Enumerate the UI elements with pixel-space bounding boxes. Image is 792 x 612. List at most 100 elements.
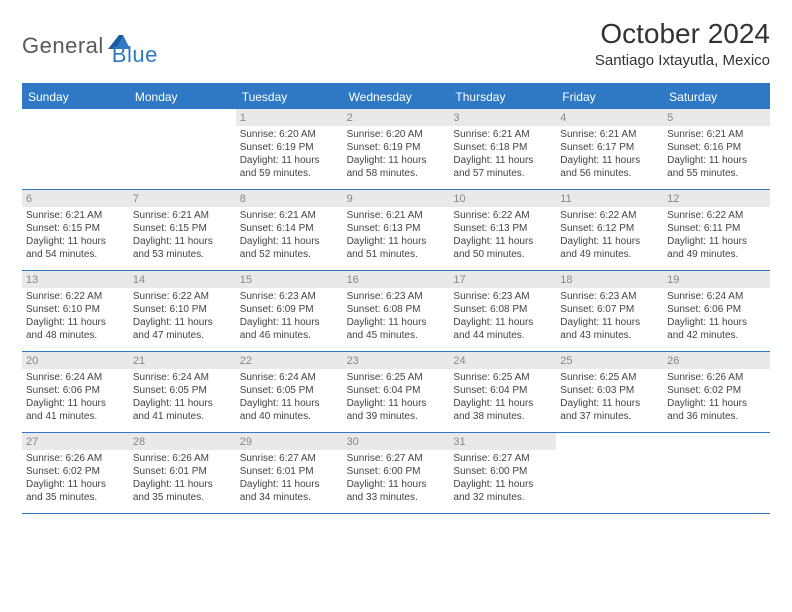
sunset-line: Sunset: 6:15 PM xyxy=(26,222,125,235)
sunset-line: Sunset: 6:10 PM xyxy=(133,303,232,316)
sunrise-line: Sunrise: 6:26 AM xyxy=(26,452,125,465)
daylight-line: Daylight: 11 hours and 41 minutes. xyxy=(133,397,232,423)
day-number: 7 xyxy=(129,190,236,207)
daylight-line: Daylight: 11 hours and 46 minutes. xyxy=(240,316,339,342)
daylight-line: Daylight: 11 hours and 57 minutes. xyxy=(453,154,552,180)
sunset-line: Sunset: 6:02 PM xyxy=(667,384,766,397)
logo: General Blue xyxy=(22,24,158,68)
sunset-line: Sunset: 6:08 PM xyxy=(453,303,552,316)
sunset-line: Sunset: 6:03 PM xyxy=(560,384,659,397)
day-number: 28 xyxy=(129,433,236,450)
calendar-day-cell: 11Sunrise: 6:22 AMSunset: 6:12 PMDayligh… xyxy=(556,190,663,270)
calendar-day-cell: 23Sunrise: 6:25 AMSunset: 6:04 PMDayligh… xyxy=(343,352,450,432)
day-number: 19 xyxy=(663,271,770,288)
day-number: 6 xyxy=(22,190,129,207)
day-number: 12 xyxy=(663,190,770,207)
day-number: 1 xyxy=(236,109,343,126)
calendar-day-cell: 10Sunrise: 6:22 AMSunset: 6:13 PMDayligh… xyxy=(449,190,556,270)
day-number: 27 xyxy=(22,433,129,450)
calendar-day-cell: 17Sunrise: 6:23 AMSunset: 6:08 PMDayligh… xyxy=(449,271,556,351)
calendar-day-cell: . xyxy=(129,109,236,189)
sunrise-line: Sunrise: 6:24 AM xyxy=(133,371,232,384)
calendar-day-cell: 25Sunrise: 6:25 AMSunset: 6:03 PMDayligh… xyxy=(556,352,663,432)
day-number: 21 xyxy=(129,352,236,369)
sunrise-line: Sunrise: 6:27 AM xyxy=(347,452,446,465)
day-number: 29 xyxy=(236,433,343,450)
day-number: 24 xyxy=(449,352,556,369)
sunset-line: Sunset: 6:14 PM xyxy=(240,222,339,235)
calendar-day-cell: 19Sunrise: 6:24 AMSunset: 6:06 PMDayligh… xyxy=(663,271,770,351)
sunrise-line: Sunrise: 6:20 AM xyxy=(347,128,446,141)
sunset-line: Sunset: 6:18 PM xyxy=(453,141,552,154)
title-block: October 2024 Santiago Ixtayutla, Mexico xyxy=(595,18,770,69)
sunset-line: Sunset: 6:07 PM xyxy=(560,303,659,316)
sunset-line: Sunset: 6:04 PM xyxy=(453,384,552,397)
daylight-line: Daylight: 11 hours and 49 minutes. xyxy=(560,235,659,261)
day-number: 2 xyxy=(343,109,450,126)
calendar-header-row: SundayMondayTuesdayWednesdayThursdayFrid… xyxy=(22,85,770,109)
daylight-line: Daylight: 11 hours and 55 minutes. xyxy=(667,154,766,180)
sunrise-line: Sunrise: 6:21 AM xyxy=(26,209,125,222)
sunrise-line: Sunrise: 6:21 AM xyxy=(240,209,339,222)
day-number: 8 xyxy=(236,190,343,207)
calendar-day-cell: 27Sunrise: 6:26 AMSunset: 6:02 PMDayligh… xyxy=(22,433,129,513)
day-number: 10 xyxy=(449,190,556,207)
calendar-week-row: 13Sunrise: 6:22 AMSunset: 6:10 PMDayligh… xyxy=(22,271,770,352)
daylight-line: Daylight: 11 hours and 54 minutes. xyxy=(26,235,125,261)
calendar-week-row: ..1Sunrise: 6:20 AMSunset: 6:19 PMDaylig… xyxy=(22,109,770,190)
daylight-line: Daylight: 11 hours and 43 minutes. xyxy=(560,316,659,342)
calendar-day-cell: 16Sunrise: 6:23 AMSunset: 6:08 PMDayligh… xyxy=(343,271,450,351)
calendar-day-cell: 9Sunrise: 6:21 AMSunset: 6:13 PMDaylight… xyxy=(343,190,450,270)
sunrise-line: Sunrise: 6:26 AM xyxy=(133,452,232,465)
calendar-day-cell: 8Sunrise: 6:21 AMSunset: 6:14 PMDaylight… xyxy=(236,190,343,270)
daylight-line: Daylight: 11 hours and 41 minutes. xyxy=(26,397,125,423)
calendar-day-cell: 13Sunrise: 6:22 AMSunset: 6:10 PMDayligh… xyxy=(22,271,129,351)
daylight-line: Daylight: 11 hours and 35 minutes. xyxy=(26,478,125,504)
daylight-line: Daylight: 11 hours and 40 minutes. xyxy=(240,397,339,423)
daylight-line: Daylight: 11 hours and 51 minutes. xyxy=(347,235,446,261)
calendar-day-cell: 22Sunrise: 6:24 AMSunset: 6:05 PMDayligh… xyxy=(236,352,343,432)
daylight-line: Daylight: 11 hours and 32 minutes. xyxy=(453,478,552,504)
day-number: 23 xyxy=(343,352,450,369)
calendar-header-cell: Friday xyxy=(556,85,663,109)
calendar-day-cell: 26Sunrise: 6:26 AMSunset: 6:02 PMDayligh… xyxy=(663,352,770,432)
sunset-line: Sunset: 6:16 PM xyxy=(667,141,766,154)
sunrise-line: Sunrise: 6:23 AM xyxy=(453,290,552,303)
daylight-line: Daylight: 11 hours and 36 minutes. xyxy=(667,397,766,423)
calendar-day-cell: 20Sunrise: 6:24 AMSunset: 6:06 PMDayligh… xyxy=(22,352,129,432)
daylight-line: Daylight: 11 hours and 48 minutes. xyxy=(26,316,125,342)
sunrise-line: Sunrise: 6:22 AM xyxy=(667,209,766,222)
calendar-header-cell: Wednesday xyxy=(343,85,450,109)
calendar-day-cell: 29Sunrise: 6:27 AMSunset: 6:01 PMDayligh… xyxy=(236,433,343,513)
sunset-line: Sunset: 6:06 PM xyxy=(26,384,125,397)
calendar-day-cell: 4Sunrise: 6:21 AMSunset: 6:17 PMDaylight… xyxy=(556,109,663,189)
daylight-line: Daylight: 11 hours and 59 minutes. xyxy=(240,154,339,180)
sunset-line: Sunset: 6:05 PM xyxy=(240,384,339,397)
day-number: 16 xyxy=(343,271,450,288)
day-number: 20 xyxy=(22,352,129,369)
sunset-line: Sunset: 6:00 PM xyxy=(453,465,552,478)
calendar-day-cell: 6 Sunrise: 6:21 AMSunset: 6:15 PMDaylight… xyxy=(22,190,129,270)
daylight-line: Daylight: 11 hours and 42 minutes. xyxy=(667,316,766,342)
calendar-body: ..1Sunrise: 6:20 AMSunset: 6:19 PMDaylig… xyxy=(22,109,770,514)
day-number: 22 xyxy=(236,352,343,369)
sunset-line: Sunset: 6:19 PM xyxy=(347,141,446,154)
daylight-line: Daylight: 11 hours and 37 minutes. xyxy=(560,397,659,423)
sunrise-line: Sunrise: 6:25 AM xyxy=(560,371,659,384)
sunset-line: Sunset: 6:13 PM xyxy=(453,222,552,235)
calendar-header-cell: Sunday xyxy=(22,85,129,109)
day-number: 17 xyxy=(449,271,556,288)
calendar-day-cell: 12Sunrise: 6:22 AMSunset: 6:11 PMDayligh… xyxy=(663,190,770,270)
sunset-line: Sunset: 6:17 PM xyxy=(560,141,659,154)
calendar: SundayMondayTuesdayWednesdayThursdayFrid… xyxy=(22,83,770,514)
sunset-line: Sunset: 6:09 PM xyxy=(240,303,339,316)
day-number: 14 xyxy=(129,271,236,288)
calendar-day-cell: 21Sunrise: 6:24 AMSunset: 6:05 PMDayligh… xyxy=(129,352,236,432)
sunset-line: Sunset: 6:08 PM xyxy=(347,303,446,316)
calendar-day-cell: 7Sunrise: 6:21 AMSunset: 6:15 PMDaylight… xyxy=(129,190,236,270)
sunset-line: Sunset: 6:01 PM xyxy=(133,465,232,478)
calendar-header-cell: Saturday xyxy=(663,85,770,109)
calendar-day-cell: 30Sunrise: 6:27 AMSunset: 6:00 PMDayligh… xyxy=(343,433,450,513)
daylight-line: Daylight: 11 hours and 53 minutes. xyxy=(133,235,232,261)
sunrise-line: Sunrise: 6:21 AM xyxy=(453,128,552,141)
